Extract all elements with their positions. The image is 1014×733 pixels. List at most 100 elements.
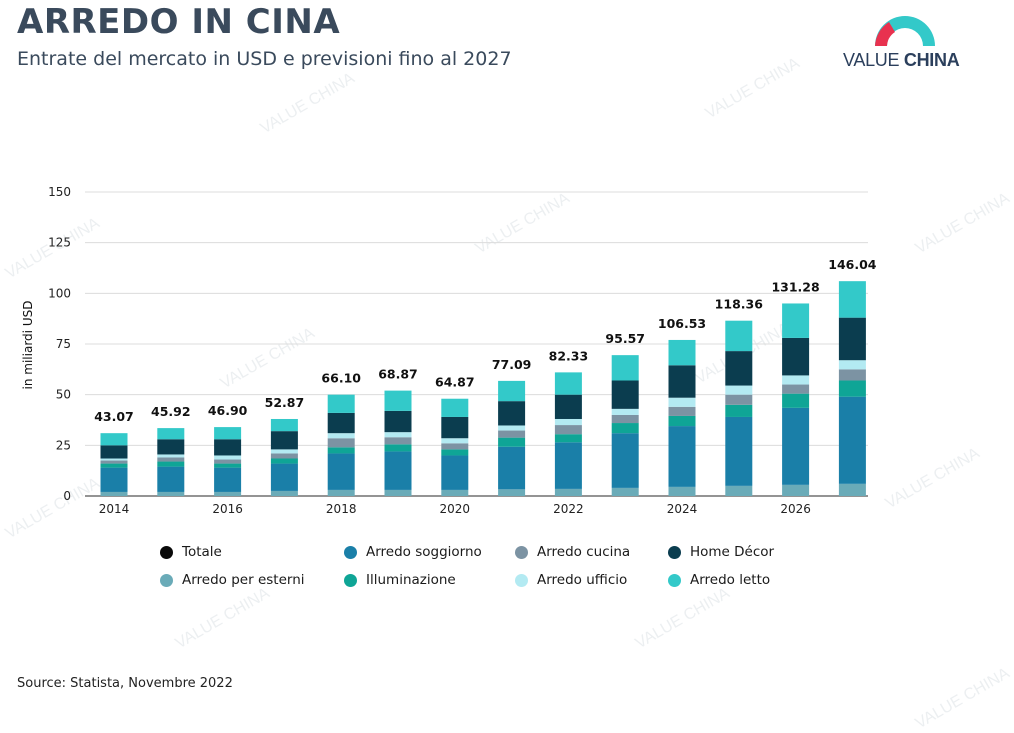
bar-segment-home_decor [498,401,526,426]
bar-segment-letto [554,372,582,395]
logo-text-bold: CHINA [903,50,960,70]
total-label: 95.57 [605,331,645,346]
bar-segment-soggiorno [782,407,810,485]
bar-segment-illuminazione [725,404,753,417]
bar-segment-home_decor [668,365,696,398]
bar-segment-esterni [100,491,128,496]
total-label: 43.07 [94,409,134,424]
bar-segment-esterni [611,487,639,496]
bar-segment-illuminazione [498,437,526,447]
total-label: 146.04 [828,257,877,272]
bar-segment-soggiorno [214,467,242,492]
bar-segment-soggiorno [498,446,526,490]
bar-segment-letto [441,398,469,417]
bar-segment-soggiorno [668,426,696,487]
bar-segment-soggiorno [157,466,185,492]
bar-segment-cucina [782,384,810,394]
bar-segment-letto [838,281,866,318]
total-label: 66.10 [321,371,361,386]
bar-segment-ufficio [838,360,866,370]
y-tick-label: 75 [56,337,71,351]
bar-segment-home_decor [554,394,582,419]
y-tick-label: 0 [63,489,71,503]
bar-stack-2018 [327,394,355,496]
total-label: 64.87 [435,375,475,390]
total-labels: 43.07 45.92 46.90 52.87 66.10 68.87 64.87 77.09… [94,257,877,424]
bar-stack-2019 [384,390,412,496]
bar-segment-cucina [214,459,242,464]
bar-segment-ufficio [498,425,526,431]
bar-segment-cucina [384,437,412,445]
bar-stack-2025 [725,320,753,496]
bar-segment-ufficio [725,385,753,395]
bar-segment-illuminazione [441,449,469,456]
bar-stack-2020 [441,398,469,496]
bar-segment-letto [157,428,185,440]
bar-segment-home_decor [214,439,242,456]
bar-segment-soggiorno [100,467,128,492]
page-subtitle: Entrate del mercato in USD e previsioni … [17,48,512,70]
y-tick-label: 150 [48,185,71,199]
bar-segment-soggiorno [327,453,355,490]
bar-segment-illuminazione [611,423,639,434]
bar-segment-letto [214,427,242,440]
total-label: 45.92 [151,404,191,419]
y-tick-label: 50 [56,388,71,402]
total-label: 106.53 [658,316,706,331]
bar-segment-esterni [498,489,526,496]
bar-segment-illuminazione [782,393,810,408]
bar-segment-illuminazione [100,463,128,468]
bar-segment-esterni [270,490,298,496]
x-tick-label: 2016 [212,502,243,516]
bar-stack-2017 [270,418,298,496]
x-tick-label: 2022 [553,502,584,516]
source-note: Source: Statista, Novembre 2022 [17,676,233,691]
bar-segment-illuminazione [668,415,696,427]
bar-segment-esterni [668,486,696,496]
bar-stack-2023 [611,355,639,496]
bar-segment-esterni [327,489,355,496]
bar-segment-cucina [441,443,469,450]
bar-segment-home_decor [441,416,469,439]
bar-segment-cucina [157,457,185,462]
x-tick-label: 2020 [440,502,471,516]
bar-segment-soggiorno [384,451,412,490]
bar-segment-letto [270,418,298,432]
total-label: 68.87 [378,367,418,382]
y-tick-label: 125 [48,236,71,250]
bar-segment-ufficio [100,458,128,461]
x-tick-label: 2014 [99,502,130,516]
page-title: ARREDO IN CINA [17,2,341,42]
bar-segment-soggiorno [270,463,298,491]
bar-segment-ufficio [327,433,355,439]
bar-segment-letto [498,380,526,402]
bar-segment-home_decor [327,412,355,434]
bar-segment-illuminazione [327,447,355,454]
bar-segment-home_decor [725,351,753,386]
bar-segment-ufficio [611,408,639,415]
bar-segment-ufficio [214,455,242,460]
bar-stack-2027 [838,281,866,496]
bar-segment-cucina [838,369,866,381]
bar-stack-2015 [157,428,185,496]
bar-segment-cucina [668,406,696,416]
x-tick-label: 2018 [326,502,357,516]
bar-segment-cucina [611,414,639,424]
bar-segment-home_decor [611,380,639,409]
bar-segment-illuminazione [384,444,412,452]
bar-stack-2014 [100,433,128,496]
bar-segment-illuminazione [554,434,582,443]
logo-text: VALUE CHINA [843,50,960,71]
value-china-logo: VALUE CHINA [843,12,973,72]
logo-text-light: VALUE [843,50,904,70]
bar-segment-letto [725,320,753,352]
total-label: 52.87 [265,395,305,410]
bar-segment-home_decor [384,410,412,433]
bar-segment-letto [384,390,412,411]
bar-segment-ufficio [668,397,696,407]
bar-segment-cucina [327,438,355,448]
bar-segment-soggiorno [725,416,753,486]
bar-segment-letto [327,394,355,413]
bar-segment-home_decor [838,317,866,361]
bars [100,281,866,496]
